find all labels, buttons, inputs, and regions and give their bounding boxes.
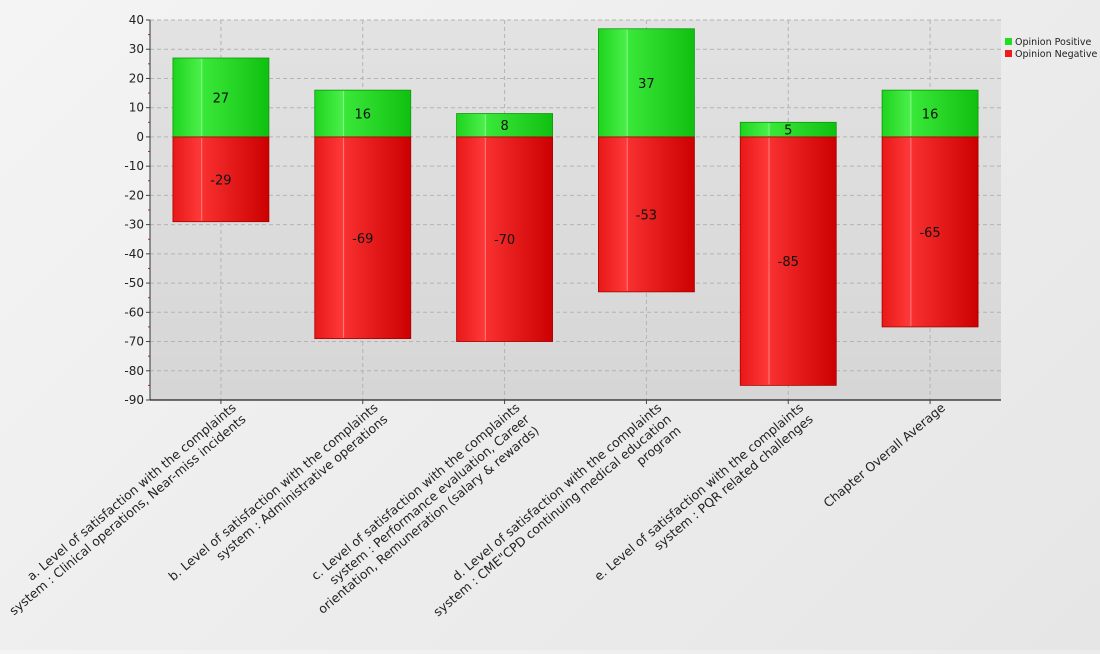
data-label: -65 [919, 226, 940, 241]
y-tick-label: -10 [124, 159, 144, 173]
y-tick-label: -80 [124, 364, 144, 378]
bars: 27 -29 16 -69 8 -70 37 -53 5 -85 16 -65 [172, 28, 979, 386]
data-label: 37 [638, 77, 655, 92]
y-tick-label: -50 [124, 276, 144, 290]
y-tick-label: 0 [136, 130, 144, 144]
plot-area [150, 20, 1001, 400]
bar-positive [172, 57, 270, 138]
y-tick-label: -90 [124, 393, 144, 407]
data-label: 8 [500, 119, 508, 134]
bar-negative [739, 136, 837, 386]
data-label: -69 [352, 232, 373, 247]
y-tick-label: 30 [129, 42, 144, 56]
data-label: -85 [778, 255, 799, 270]
bar-negative [314, 136, 412, 340]
legend-label: Opinion Negative [1015, 49, 1097, 60]
x-category-label-line: Chapter Overall Average [820, 400, 948, 511]
y-tick-label: 10 [129, 101, 144, 115]
y-tick-label: -40 [124, 247, 144, 261]
x-category-label: d. Level of satisfaction with the compla… [430, 400, 683, 619]
data-label: -53 [636, 208, 657, 223]
x-category-label: Chapter Overall Average [820, 400, 948, 511]
x-category-label: a. Level of satisfaction with the compla… [6, 400, 248, 618]
bar-negative [881, 136, 979, 328]
legend-swatch [1005, 38, 1012, 45]
y-tick-label: 40 [129, 13, 144, 27]
data-label: 16 [354, 108, 371, 123]
data-label: 16 [922, 108, 939, 123]
data-label: 27 [213, 91, 230, 106]
legend-swatch [1005, 50, 1012, 57]
y-tick-label: -70 [124, 335, 144, 349]
y-tick-label: 20 [129, 71, 144, 85]
bar-negative [456, 136, 553, 342]
bar-negative [172, 136, 270, 223]
y-tick-label: -30 [124, 218, 144, 232]
data-label: -70 [494, 233, 515, 248]
legend-label: Opinion Positive [1015, 37, 1091, 48]
bar-positive [598, 28, 695, 138]
y-tick-label: -20 [124, 188, 144, 202]
data-label: 5 [784, 124, 792, 139]
x-category-label-line: system : Clinical operations, Near-miss … [6, 411, 248, 618]
y-tick-label: -60 [124, 305, 144, 319]
data-label: -29 [210, 173, 231, 188]
bar-negative [598, 136, 695, 293]
